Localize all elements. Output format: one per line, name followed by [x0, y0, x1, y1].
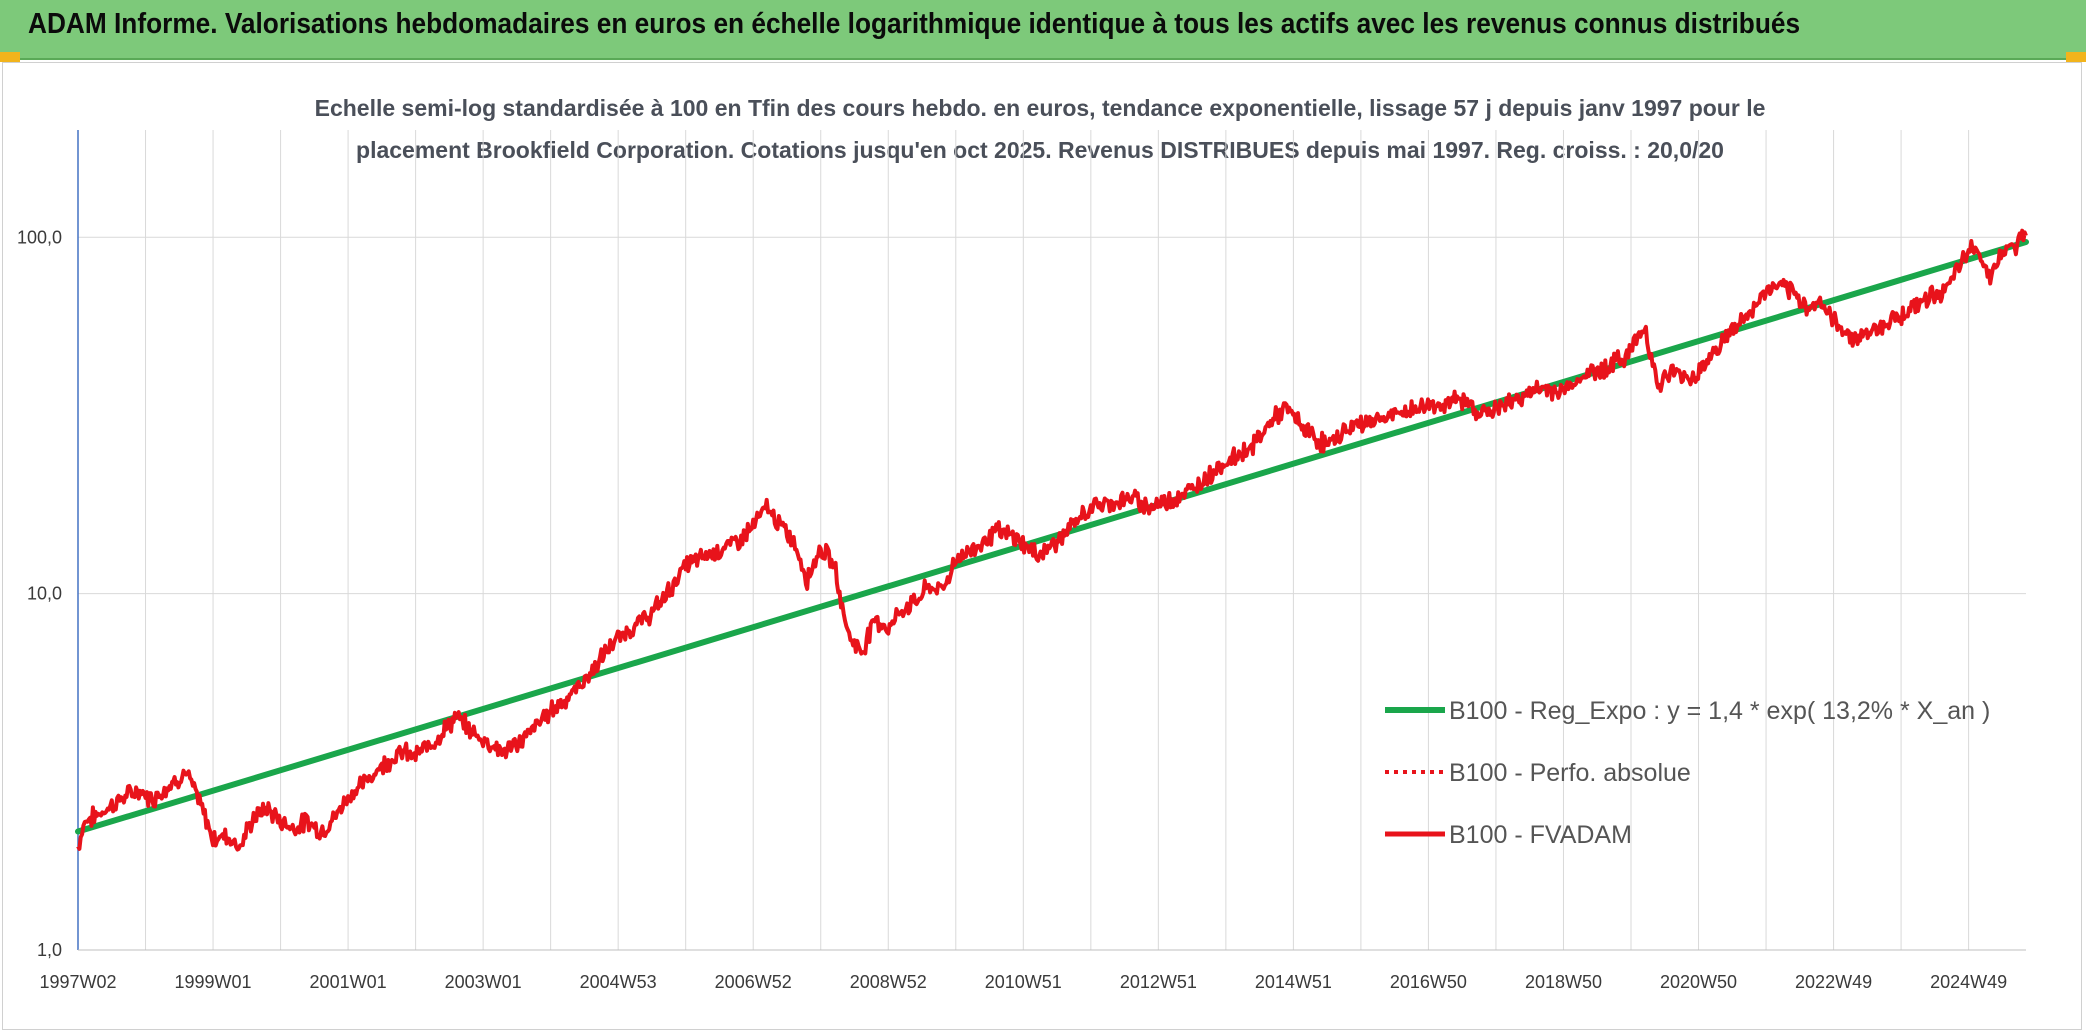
x-tick-label: 2008W52 — [850, 972, 927, 992]
x-tick-label: 2006W52 — [715, 972, 792, 992]
chart-frame — [2, 62, 2082, 1030]
x-tick-label: 1999W01 — [175, 972, 252, 992]
x-tick-label: 2024W49 — [1930, 972, 2007, 992]
x-tick-label: 2018W50 — [1525, 972, 1602, 992]
x-tick-label: 1997W02 — [39, 972, 116, 992]
x-tick-label: 2014W51 — [1255, 972, 1332, 992]
page-title: ADAM Informe. Valorisations hebdomadaire… — [28, 8, 1801, 40]
y-tick-label: 1,0 — [37, 940, 62, 960]
legend-label: B100 - FVADAM — [1449, 821, 1632, 849]
chart-series — [75, 228, 2029, 852]
corner-marker-left — [0, 52, 20, 62]
x-tick-label: 2020W50 — [1660, 972, 1737, 992]
chart-title-line-2: placement Brookfield Corporation. Cotati… — [356, 137, 1724, 163]
x-tick-label: 2001W01 — [310, 972, 387, 992]
x-tick-label: 2022W49 — [1795, 972, 1872, 992]
legend-label: B100 - Reg_Expo : y = 1,4 * exp( 13,2% *… — [1449, 697, 1990, 725]
legend-label: B100 - Perfo. absolue — [1449, 759, 1691, 787]
x-tick-label: 2012W51 — [1120, 972, 1197, 992]
corner-marker-right — [2066, 52, 2086, 62]
chart-axes: 1,0 10,0 100,0 1997W02 1999W01 2001W01 2003W01… — [17, 130, 2026, 992]
y-tick-label: 10,0 — [27, 584, 62, 604]
x-tick-label: 2010W51 — [985, 972, 1062, 992]
x-tick-label: 2016W50 — [1390, 972, 1467, 992]
x-tick-label: 2003W01 — [445, 972, 522, 992]
x-tick-label: 2004W53 — [580, 972, 657, 992]
series-reg-expo-line — [75, 238, 2029, 835]
y-tick-label: 100,0 — [17, 227, 62, 247]
chart-legend: B100 - Reg_Expo : y = 1,4 * exp( 13,2% *… — [1385, 697, 1990, 849]
chart-title-line-1: Echelle semi-log standardisée à 100 en T… — [315, 95, 1766, 121]
series-fvadam-line — [76, 228, 2028, 852]
header-bar: ADAM Informe. Valorisations hebdomadaire… — [0, 0, 2086, 60]
